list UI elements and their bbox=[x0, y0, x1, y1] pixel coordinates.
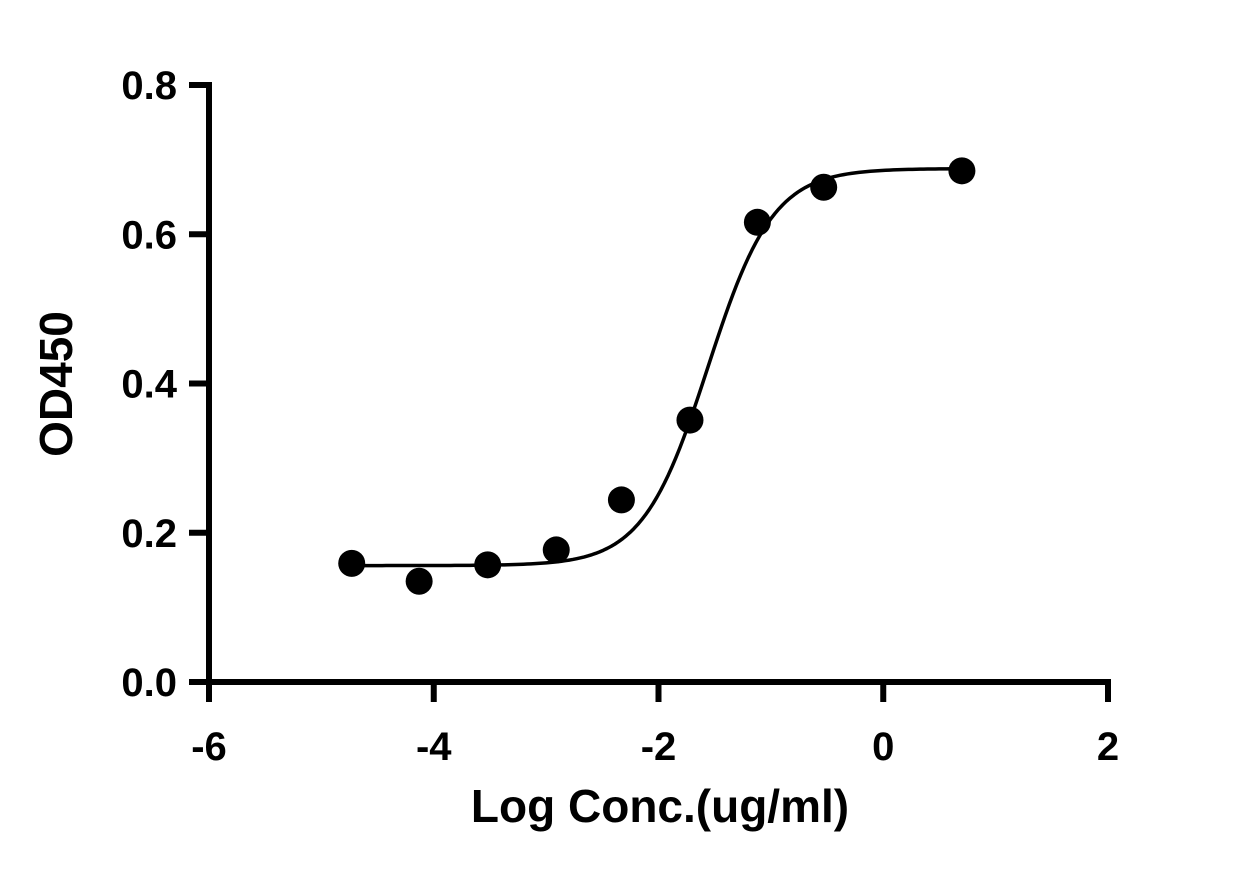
data-point bbox=[743, 208, 771, 236]
y-axis-title: OD450 bbox=[30, 311, 82, 457]
x-tick-label: -4 bbox=[416, 725, 452, 769]
data-point bbox=[474, 551, 502, 579]
fit-curve-layer bbox=[351, 166, 962, 568]
tick-layer: -6 -4 -2 0 2 0.0 0.2 0.4 0.6 0.8 bbox=[121, 64, 1119, 769]
data-point bbox=[338, 549, 366, 577]
data-point bbox=[948, 157, 976, 185]
y-tick-label: 0.8 bbox=[121, 64, 177, 108]
y-tick-label: 0.2 bbox=[121, 512, 177, 556]
data-point bbox=[405, 567, 433, 595]
y-tick-label: 0.4 bbox=[121, 363, 177, 407]
data-point bbox=[676, 406, 704, 434]
y-tick-label: 0.0 bbox=[121, 661, 177, 705]
x-tick-label: 0 bbox=[872, 725, 894, 769]
x-tick-label: 2 bbox=[1097, 725, 1119, 769]
y-tick-label: 0.6 bbox=[121, 213, 177, 257]
data-point bbox=[607, 486, 635, 514]
x-axis-title: Log Conc.(ug/ml) bbox=[471, 780, 849, 832]
data-points-layer bbox=[338, 157, 976, 595]
fit-curve bbox=[351, 166, 962, 568]
data-point bbox=[542, 536, 570, 564]
data-point bbox=[810, 173, 838, 201]
x-tick-label: -6 bbox=[191, 725, 227, 769]
x-tick-label: -2 bbox=[641, 725, 677, 769]
